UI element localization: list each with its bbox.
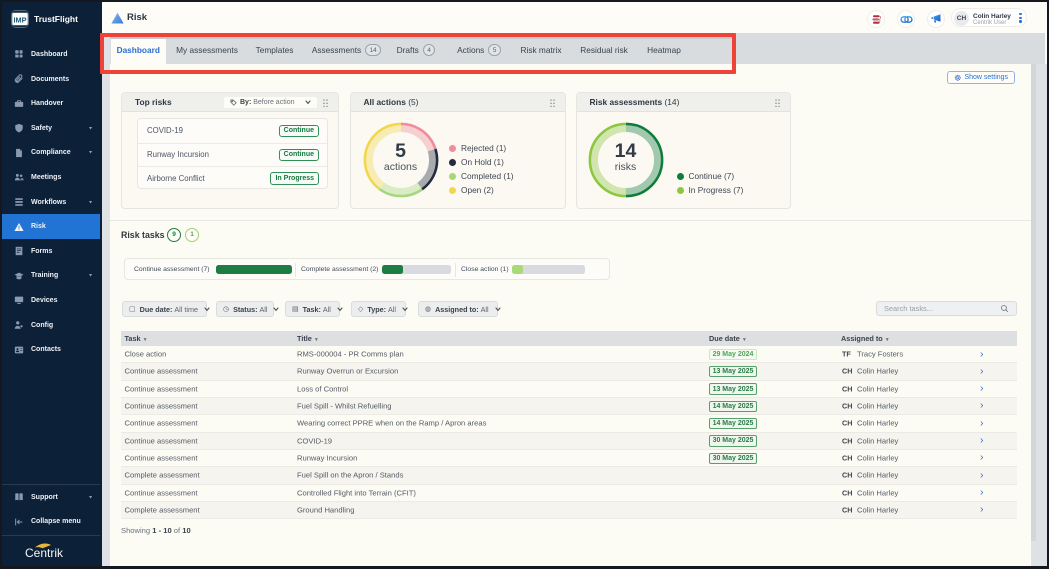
- svg-text:Centrik: Centrik: [25, 546, 64, 560]
- svg-text:IMP: IMP: [14, 15, 27, 24]
